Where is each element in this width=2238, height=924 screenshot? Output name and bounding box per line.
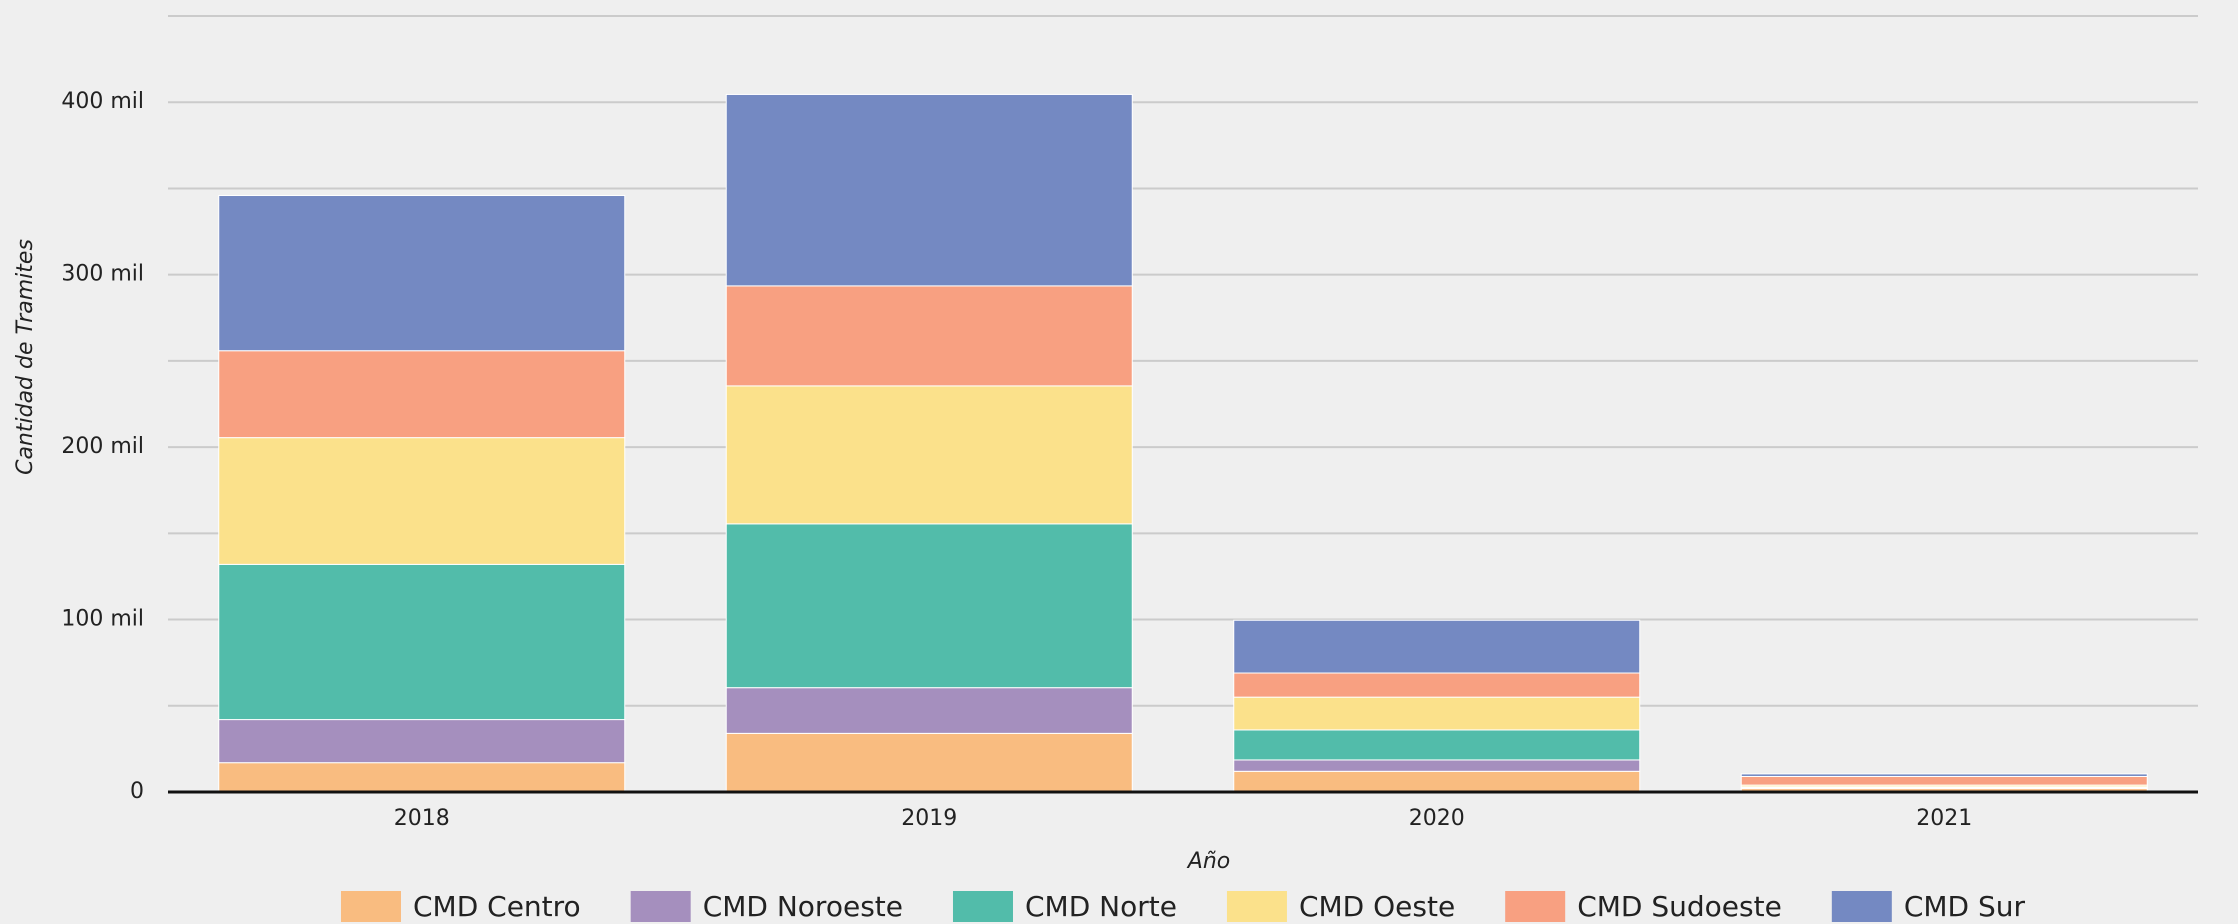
legend-swatch — [340, 891, 401, 922]
legend-label: CMD Centro — [413, 890, 581, 923]
y-tick-label: 300 mil — [61, 262, 144, 287]
legend-swatch — [952, 891, 1013, 922]
legend-swatch — [630, 891, 691, 922]
legend: CMD Centro CMD Noroeste CMD Norte CMD Oeste… — [340, 890, 2026, 923]
bar-segment — [1233, 696, 1641, 731]
x-axis-title: Año — [1186, 849, 1230, 874]
legend-label: CMD Sudoeste — [1577, 890, 1782, 923]
legend-swatch — [1831, 891, 1892, 922]
legend-swatch — [1505, 891, 1566, 922]
bar-segment — [725, 385, 1133, 525]
y-tick-label: 0 — [130, 779, 144, 804]
x-tick-label: 2019 — [901, 806, 957, 831]
bar-segment — [725, 93, 1133, 287]
bar-segment — [1740, 775, 2148, 786]
x-tick-label: 2018 — [394, 806, 450, 831]
legend-label: CMD Oeste — [1299, 890, 1455, 923]
bar-segment — [1233, 729, 1641, 761]
y-tick-label: 100 mil — [61, 607, 144, 632]
bar-segment — [725, 285, 1133, 387]
bar-segment — [1740, 773, 2148, 777]
bar-segment — [218, 195, 626, 352]
y-tick-label: 200 mil — [61, 434, 144, 459]
y-tick-label: 400 mil — [61, 89, 144, 114]
bar-segment — [1233, 619, 1641, 674]
bar-segment — [1233, 770, 1641, 793]
legend-label: CMD Noroeste — [703, 890, 903, 923]
bar-segment — [218, 719, 626, 764]
x-tick-label: 2021 — [1916, 806, 1972, 831]
legend-label: CMD Norte — [1025, 890, 1177, 923]
bar-segment — [218, 762, 626, 793]
bar-segment — [218, 563, 626, 721]
legend-swatch — [1226, 891, 1287, 922]
bar-segment — [218, 437, 626, 565]
bar-segment — [1233, 759, 1641, 772]
y-axis-title: Cantidad de Tramites — [13, 239, 38, 475]
bar-segment — [725, 687, 1133, 734]
bar-segment — [218, 350, 626, 439]
bar-segment — [725, 523, 1133, 689]
bar-segment — [1233, 672, 1641, 698]
legend-label: CMD Sur — [1904, 890, 2026, 923]
x-tick-label: 2020 — [1409, 806, 1465, 831]
bar-segment — [725, 732, 1133, 793]
